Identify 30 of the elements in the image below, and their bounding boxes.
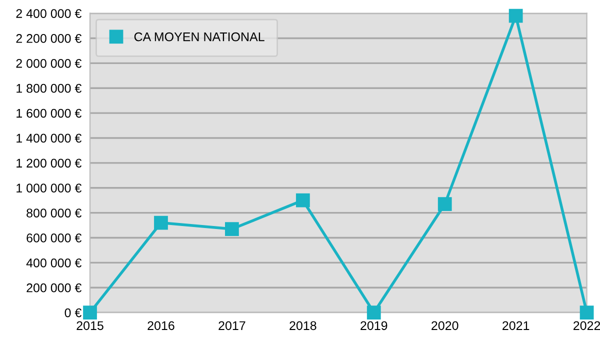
point [225, 222, 239, 236]
point [366, 306, 381, 320]
y-tick-label: 2 200 000 € [16, 34, 82, 43]
y-tick-label: 400 000 € [26, 258, 82, 268]
x-tick-label: 2017 [218, 321, 246, 330]
y-tick-label: 800 000 € [26, 208, 82, 218]
point [83, 306, 97, 320]
y-tick-label: 1 400 000 € [16, 134, 82, 143]
x-tick-label: 2019 [360, 321, 388, 330]
legend-label: CA MOYEN NATIONAL [134, 32, 264, 42]
y-tick-label: 1 200 000 € [16, 158, 82, 168]
y-tick-label: 0 € [64, 308, 82, 318]
x-tick-label: 2015 [76, 321, 104, 330]
y-tick-label: 600 000 € [26, 234, 82, 242]
y-tick-label: 1 600 000 € [16, 108, 82, 118]
point [508, 8, 523, 23]
point [580, 306, 594, 320]
x-tick-label: 2020 [432, 321, 458, 330]
point [154, 216, 168, 230]
point [296, 193, 310, 208]
y-tick-label: 2 400 000 € [16, 9, 82, 18]
x-tick-label: 2018 [290, 321, 316, 330]
y-tick-label: 2 000 000 € [16, 58, 82, 68]
y-tick-label: 1 000 000 € [16, 184, 82, 193]
x-tick-label: 2022 [574, 321, 600, 330]
x-tick-label: 2021 [502, 321, 530, 330]
x-tick-label: 2016 [148, 321, 174, 330]
y-tick-label: 1 800 000 € [16, 84, 82, 93]
point [438, 197, 452, 212]
y-tick-label: 200 000 € [26, 283, 82, 292]
